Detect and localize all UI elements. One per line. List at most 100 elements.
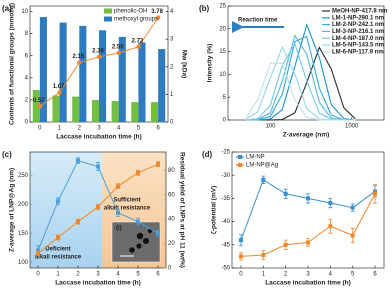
y-tick-label: 0 [25,120,29,126]
point [328,224,333,229]
tem-particle [136,243,142,249]
y-tick-label: -50 [221,266,230,272]
point [77,60,82,65]
panel-label: (c) [2,150,12,159]
y-tick-label: 100 [18,260,29,266]
x-tick-label: 0 [36,272,40,278]
point [36,251,40,256]
tem-particle [129,247,135,253]
tem-particle [136,232,144,240]
y2-tick-label: 40 [168,217,175,223]
point [261,177,266,182]
legend-label: LM-NP [246,155,265,161]
panel-label: (a) [2,4,12,13]
point [261,253,266,258]
bar [91,99,99,122]
y-tick-label: 6 [25,53,29,59]
point [116,50,121,56]
y-tick-label: -45 [221,242,230,248]
y2-tick-label: 0 [170,120,174,126]
y-tick-label: 15 [219,49,226,55]
y-axis-label: ζ-potential (mV) [211,186,218,235]
y-tick-label: 25 [219,4,226,10]
point [238,254,243,259]
y2-tick-label: 4 [170,9,174,15]
point [156,162,160,167]
x-tick-label: 6 [156,126,160,132]
x-tick-label: 4 [329,272,333,278]
y-tick-label: 200 [18,202,29,208]
point [350,205,355,210]
annotation: alkali resistance [35,255,82,261]
legend-label: LM-NP@Ag [246,163,278,169]
x-axis-label: Laccase incubation time (h) [56,134,142,141]
point [136,170,140,175]
y-tick-label: -30 [221,173,230,179]
x-axis-label: Z-average (nm) [283,132,330,139]
bar [131,102,139,122]
x-tick-label: 2 [78,126,82,132]
y-tick-label: 20 [219,26,226,32]
y-tick-label: -35 [221,196,230,202]
x-axis-label: Laccase incubation time (h) [265,280,351,287]
point [136,44,141,50]
legend-marker [238,163,242,167]
point [96,164,100,169]
point [306,240,310,245]
value-label: 2.36 [92,48,104,54]
x-tick-label: 0 [38,126,42,132]
point [76,158,80,163]
bar [32,89,40,122]
point [306,196,310,201]
annotation: (i) [116,226,122,232]
tem-inset [111,221,161,263]
bar [39,17,47,122]
deficient-zone [30,152,102,268]
point [96,54,102,60]
x-tick-label: 5 [136,272,140,278]
legend-label: LM-6-NP-117.9 nm [332,49,384,55]
series-line [245,62,356,121]
point [238,238,243,243]
x-tick-label: 2 [76,272,80,278]
x-tick-label: 5 [137,126,141,132]
legend-label: LM-1-NP-290.1 nm [332,15,384,21]
annotation: Deficient [45,247,70,253]
bar [111,101,119,122]
y2-axis-label: Mw (kDa) [180,50,187,79]
y-tick-label: 4 [25,75,29,81]
point [350,233,355,238]
legend-label: LM-2-NP-242.1 nm [332,22,384,28]
x-tick-label: 3 [306,272,310,278]
annotation: alkali resistance [104,206,151,212]
point [96,204,100,209]
y-axis-label: Contents of functional groups (mmol/g) [9,3,16,125]
value-label: 1.07 [53,84,65,90]
x-tick-label: 3 [97,126,101,132]
legend-label: LM-5-NP-143.5 nm [332,43,384,49]
y-tick-label: 10 [21,9,28,15]
panel-label: (b) [199,4,210,13]
annotation: Sufficient [113,198,140,204]
point [56,199,60,204]
y-tick-label: -25 [221,150,230,156]
y-tick-label: 2 [25,97,29,103]
tem-particle [147,228,153,234]
y-tick-label: 0 [223,118,227,124]
y2-tick-label: 3 [170,37,174,43]
value-label: 2.50 [112,45,124,51]
value-label: 0.57 [33,98,45,104]
x-tick-label: 3 [96,272,100,278]
point [156,231,160,236]
point [116,184,120,189]
legend-label: methoxyl groups [114,17,158,23]
y2-tick-label: 80 [168,168,175,174]
x-tick-label: 0 [239,272,243,278]
bar [151,102,159,122]
legend-swatch [104,8,112,14]
legend-label: LM-4-NP-187.0 nm [332,36,384,42]
y-axis-label: Z-average of LNP@Ag (nm) [9,168,16,252]
y2-tick-label: 0 [168,266,172,272]
x-tick-label: 5 [351,272,355,278]
